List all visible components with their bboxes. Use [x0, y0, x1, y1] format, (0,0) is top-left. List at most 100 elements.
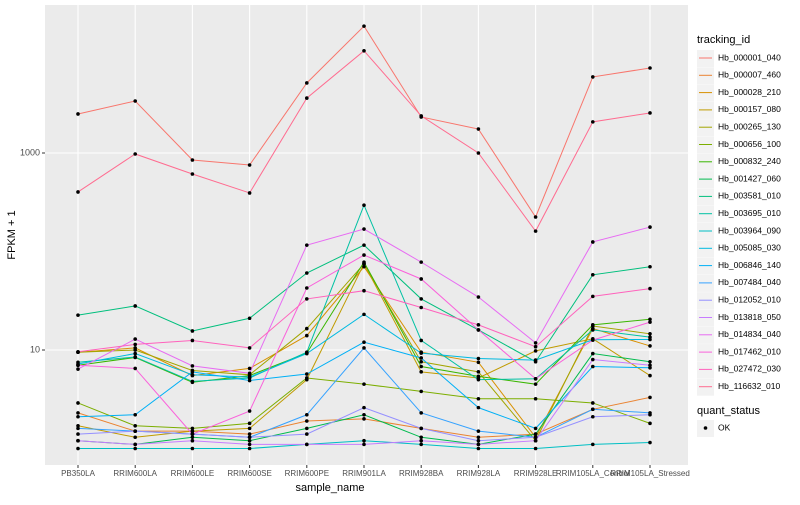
point: [76, 438, 80, 443]
point: [362, 312, 366, 317]
point: [76, 446, 80, 451]
legend-label: Hb_012052_010: [718, 294, 781, 304]
point: [76, 367, 80, 371]
point: [591, 294, 595, 299]
point: [476, 127, 481, 131]
legend-label: Hb_014834_040: [718, 329, 781, 339]
legend-label: Hb_003964_090: [718, 225, 781, 235]
point: [533, 358, 538, 362]
point: [476, 446, 481, 451]
point: [133, 446, 137, 451]
point: [362, 340, 366, 344]
point: [533, 229, 538, 233]
x-tick-label: RRIM928LE: [514, 469, 558, 478]
point: [476, 377, 481, 382]
point: [305, 372, 309, 376]
point: [476, 435, 481, 440]
point: [76, 401, 80, 405]
y-tick-label: 10: [30, 344, 40, 354]
point: [476, 295, 481, 299]
point: [533, 396, 538, 401]
point: [591, 323, 595, 327]
x-tick-label: RRIM105LA_Stressed: [610, 469, 690, 478]
point: [76, 424, 80, 428]
point: [591, 328, 595, 332]
point: [305, 96, 309, 100]
point: [419, 364, 424, 369]
point: [419, 370, 424, 374]
point: [648, 332, 652, 336]
point: [591, 407, 595, 412]
point: [533, 438, 538, 443]
point: [419, 438, 424, 443]
point: [76, 432, 80, 436]
point: [591, 442, 595, 447]
legend-title: tracking_id: [697, 34, 750, 46]
point: [190, 429, 195, 433]
point: [648, 320, 652, 324]
point: [419, 305, 424, 310]
point: [190, 373, 195, 377]
point: [648, 111, 652, 115]
point: [76, 414, 80, 419]
point: [419, 277, 424, 281]
point: [305, 333, 309, 338]
point: [247, 371, 252, 376]
x-tick-label: RRIM600PE: [285, 469, 329, 478]
point: [591, 364, 595, 369]
point: [247, 346, 252, 350]
point: [133, 435, 137, 440]
legend-label: Hb_000001_040: [718, 52, 781, 62]
x-tick-label: PB350LA: [61, 469, 95, 478]
point: [362, 417, 366, 421]
legend-label: Hb_017462_010: [718, 346, 781, 356]
point: [305, 442, 309, 447]
point: [533, 426, 538, 431]
point: [362, 227, 366, 231]
legend-label: Hb_000832_240: [718, 156, 781, 166]
point: [648, 363, 652, 368]
point: [476, 323, 481, 327]
point: [133, 348, 137, 352]
point: [648, 365, 652, 370]
point: [476, 370, 481, 374]
point: [190, 446, 195, 451]
point: [591, 75, 595, 79]
legend-point: [703, 426, 708, 430]
y-axis-title: FPKM + 1: [6, 210, 18, 259]
point: [305, 376, 309, 380]
point: [362, 24, 366, 28]
point: [591, 272, 595, 277]
point: [476, 360, 481, 365]
point: [247, 316, 252, 321]
point: [476, 438, 481, 443]
point: [362, 203, 366, 208]
point: [419, 411, 424, 415]
point: [305, 243, 309, 247]
point: [190, 435, 195, 440]
point: [533, 349, 538, 353]
legend-label: Hb_000656_100: [718, 139, 781, 149]
x-tick-label: RRIM105LA_Control: [556, 469, 630, 478]
point: [305, 412, 309, 417]
legend-label: Hb_000028_210: [718, 87, 781, 97]
point: [76, 411, 80, 415]
point: [648, 344, 652, 348]
point: [305, 419, 309, 423]
point: [476, 396, 481, 401]
point: [476, 151, 481, 155]
point: [419, 356, 424, 360]
point: [419, 442, 424, 447]
point: [648, 412, 652, 417]
point: [419, 359, 424, 364]
x-tick-label: RRIM600SE: [227, 469, 271, 478]
point: [362, 260, 366, 264]
point: [362, 264, 366, 269]
legend-label: Hb_003695_010: [718, 208, 781, 218]
legend-label: Hb_000007_460: [718, 70, 781, 80]
point: [648, 373, 652, 378]
point: [133, 342, 137, 347]
point: [76, 363, 80, 368]
point: [476, 442, 481, 447]
